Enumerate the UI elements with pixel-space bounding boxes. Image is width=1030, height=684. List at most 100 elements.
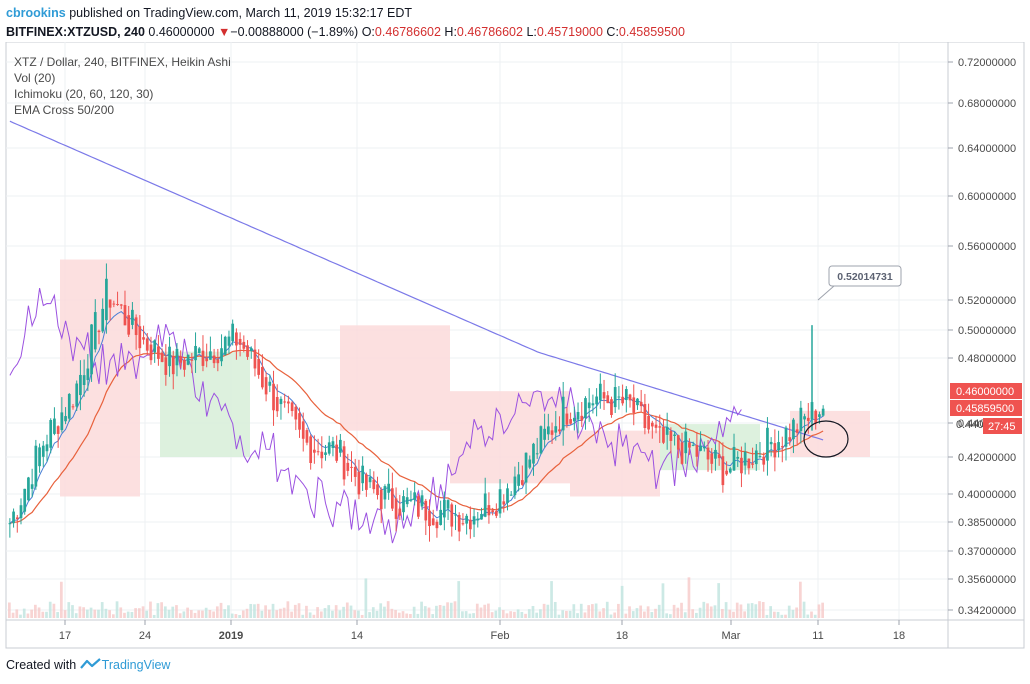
volume-bar	[409, 614, 412, 618]
candle-body	[264, 377, 268, 395]
candle-body	[639, 401, 643, 407]
price-tick-label: 0.48000000	[958, 353, 1016, 365]
publish-info: published on TradingView.com, March 11, …	[69, 6, 413, 20]
volume-bar	[494, 610, 498, 618]
close-price-badge	[950, 400, 1022, 416]
candle-body	[79, 374, 82, 396]
cloud-segment	[340, 325, 450, 431]
price-tick-label: 0.64000000	[958, 143, 1016, 155]
volume-bar	[713, 605, 717, 618]
candle-body	[12, 511, 15, 524]
candle-body	[806, 417, 810, 421]
volume-bar	[620, 585, 624, 618]
candle-body	[702, 446, 706, 449]
volume-bar	[750, 603, 754, 618]
candle-body	[27, 477, 30, 501]
volume-bar	[475, 603, 479, 618]
time-tick-label: 18	[893, 630, 905, 642]
candle-body	[717, 454, 721, 459]
price-tick-label: 0.56000000	[958, 241, 1016, 253]
price-badges: 0.46000000 0.45859500 0.440 27:45	[950, 383, 1022, 434]
volume-bar	[85, 609, 89, 618]
volume-bar	[784, 614, 787, 618]
volume-bar	[516, 609, 520, 618]
candle-body	[342, 446, 346, 480]
candle-body	[45, 444, 49, 452]
candle-body	[164, 357, 168, 375]
candle-body	[309, 436, 313, 464]
time-axis[interactable]: 17 24 2019 14 Feb 18 Mar 11 18	[59, 620, 905, 642]
author-name[interactable]: cbrookins	[6, 6, 66, 20]
legend-ema-cross[interactable]: EMA Cross 50/200	[14, 103, 114, 117]
cloud-segment	[450, 391, 570, 484]
ema-200-line	[9, 120, 824, 441]
volume-bar	[524, 613, 527, 618]
time-tick-label: Feb	[491, 630, 510, 642]
candle-body	[465, 515, 468, 524]
volume-bar	[557, 614, 561, 618]
annotation-label: 0.52014731	[837, 271, 893, 283]
volume-bar	[327, 605, 331, 618]
time-tick-label: 17	[59, 630, 71, 642]
candle-body	[149, 344, 153, 361]
volume-bar	[97, 609, 100, 618]
volume-bar	[773, 611, 776, 618]
volume-bar	[698, 607, 702, 618]
candle-body	[64, 416, 67, 422]
volume-bar	[234, 614, 238, 618]
highlight-ellipse[interactable]	[803, 420, 849, 458]
candle-body	[480, 513, 483, 520]
candle-body	[119, 304, 123, 306]
candle-body	[602, 392, 606, 399]
candle-body	[405, 497, 409, 505]
volume-bar	[319, 611, 323, 618]
candle-body	[179, 357, 183, 363]
volume-bar	[275, 610, 279, 618]
legend-ichimoku[interactable]: Ichimoku (20, 60, 120, 30)	[14, 87, 153, 101]
volume-bar	[691, 609, 695, 618]
candle-body	[468, 519, 472, 530]
candle-body	[784, 427, 788, 447]
candle-body	[205, 358, 209, 362]
volume-bar	[371, 607, 375, 618]
volume-bar	[379, 603, 383, 618]
candle-body	[67, 393, 71, 419]
volume-bar	[464, 611, 468, 618]
volume-bar	[520, 611, 524, 618]
price-tick-label: 0.34200000	[958, 605, 1016, 617]
volume-bar	[683, 612, 687, 618]
volume-bar	[137, 608, 141, 618]
candle-body	[238, 338, 242, 345]
volume-bar	[583, 612, 587, 618]
volume-bar	[461, 611, 464, 618]
candle-body	[108, 299, 112, 308]
candle-body	[665, 427, 669, 435]
close-value: 0.45859500	[618, 25, 685, 39]
price-annotation[interactable]: 0.52014731	[817, 265, 902, 301]
volume-bar	[483, 604, 487, 618]
volume-bar	[253, 604, 256, 618]
volume-bar	[126, 611, 130, 618]
lagging-span-line	[9, 287, 742, 544]
price-axis[interactable]: 0.72000000 0.68000000 0.64000000 0.60000000…	[948, 57, 1016, 617]
candle-body	[632, 397, 636, 413]
price-chart[interactable]: 0.72000000 0.68000000 0.64000000 0.60000000…	[0, 42, 1030, 650]
volume-bar	[22, 608, 26, 618]
indicator-lines	[9, 120, 824, 544]
candle-body	[624, 389, 628, 401]
candle-body	[8, 523, 12, 525]
candle-body	[766, 427, 769, 461]
tradingview-brand[interactable]: TradingView	[101, 658, 171, 672]
volume-bar	[33, 604, 37, 618]
candle-body	[461, 523, 465, 525]
candle-body	[131, 309, 134, 325]
candle-body	[569, 419, 572, 424]
candle-body	[383, 486, 387, 500]
legend-volume[interactable]: Vol (20)	[14, 71, 55, 85]
candle-body	[669, 430, 673, 441]
volume-bar	[45, 611, 48, 618]
candle-body	[535, 453, 539, 455]
volume-bar	[74, 613, 78, 618]
price-tick-label: 0.50000000	[958, 325, 1016, 337]
candle-body	[442, 499, 446, 518]
